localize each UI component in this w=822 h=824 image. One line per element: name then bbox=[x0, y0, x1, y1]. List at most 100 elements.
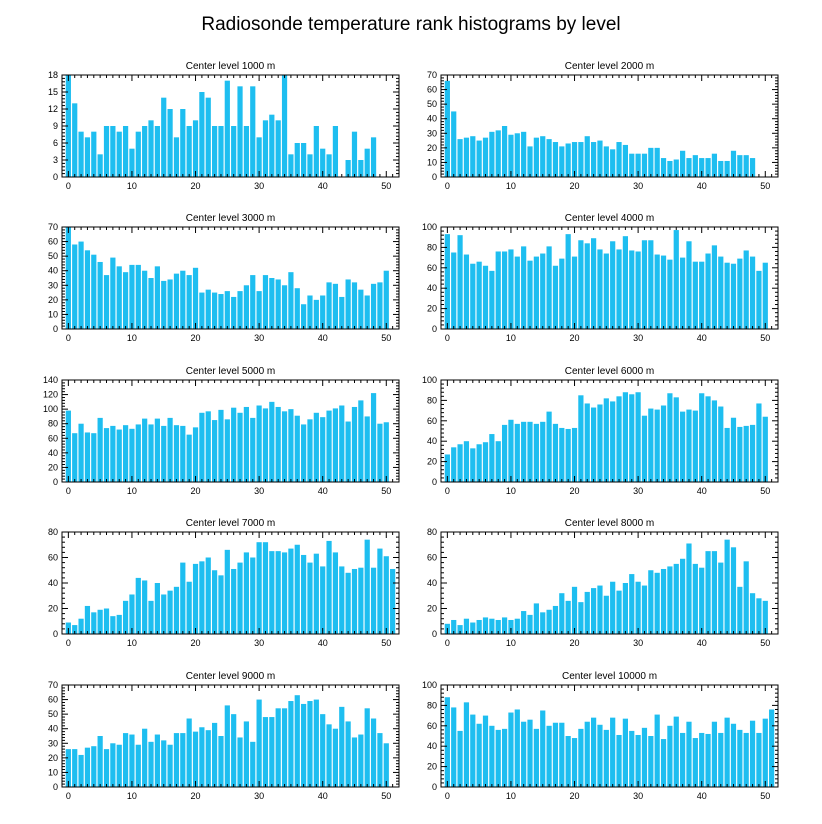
histogram-bar bbox=[148, 278, 154, 329]
histogram-bar bbox=[358, 734, 364, 787]
histogram-bar bbox=[489, 131, 495, 177]
histogram-bar bbox=[680, 150, 686, 177]
histogram-bar bbox=[584, 591, 590, 634]
x-tick-label: 0 bbox=[66, 333, 71, 343]
histogram-bar bbox=[110, 425, 116, 482]
histogram-bar bbox=[142, 418, 148, 482]
y-tick-label: 20 bbox=[48, 604, 58, 614]
histogram-bar bbox=[269, 717, 275, 787]
histogram-bar bbox=[288, 154, 294, 177]
histogram-bar bbox=[482, 442, 489, 482]
histogram-bar bbox=[237, 86, 243, 177]
y-tick-label: 3 bbox=[53, 155, 58, 165]
histogram-bar bbox=[269, 401, 275, 482]
histogram-bar bbox=[173, 733, 180, 787]
histogram-bar bbox=[680, 257, 686, 329]
histogram-bar bbox=[571, 586, 578, 634]
histogram-bar bbox=[584, 721, 590, 787]
histogram-bar bbox=[629, 574, 635, 634]
histogram-bar bbox=[699, 567, 705, 634]
histogram-bar bbox=[584, 243, 590, 329]
histogram-bar bbox=[711, 400, 718, 482]
histogram-bar bbox=[180, 109, 186, 177]
histogram-bar bbox=[116, 266, 122, 329]
histogram-bar bbox=[199, 92, 205, 177]
histogram-bar bbox=[660, 255, 667, 329]
histogram-bar bbox=[364, 539, 370, 634]
histogram-bar bbox=[540, 710, 546, 787]
histogram-bar bbox=[749, 424, 756, 482]
histogram-bar bbox=[103, 275, 110, 329]
histogram-bar bbox=[301, 143, 307, 177]
histogram-bar bbox=[546, 609, 552, 634]
histogram-bar bbox=[173, 425, 180, 482]
histogram-bar bbox=[559, 593, 565, 634]
histogram-bar bbox=[288, 548, 294, 634]
histogram-bar bbox=[231, 296, 237, 329]
y-tick-label: 20 bbox=[427, 143, 437, 153]
histogram-bar bbox=[495, 441, 501, 482]
x-tick-label: 40 bbox=[697, 181, 707, 191]
histogram-bar bbox=[313, 553, 319, 634]
histogram-bar bbox=[122, 126, 129, 177]
x-tick-label: 10 bbox=[506, 638, 516, 648]
histogram-bar bbox=[673, 230, 679, 329]
histogram-bar bbox=[231, 568, 237, 634]
histogram-bar bbox=[205, 411, 211, 482]
x-tick-label: 30 bbox=[254, 486, 264, 496]
histogram-bar bbox=[756, 732, 762, 787]
histogram-bar bbox=[521, 421, 527, 482]
histogram-bar bbox=[65, 75, 71, 177]
histogram-bar bbox=[591, 407, 597, 482]
histogram-bar bbox=[635, 581, 641, 634]
histogram-bar bbox=[167, 417, 173, 482]
x-tick-label: 20 bbox=[191, 791, 201, 801]
plot-frame bbox=[440, 379, 779, 483]
histogram-bar bbox=[597, 404, 603, 482]
y-tick-label: 0 bbox=[53, 629, 58, 639]
histogram-bar bbox=[514, 256, 520, 329]
histogram-bar bbox=[218, 126, 224, 177]
histogram-bar bbox=[730, 417, 737, 482]
histogram-bar bbox=[154, 418, 160, 482]
y-tick-label: 0 bbox=[432, 782, 437, 792]
y-tick-label: 80 bbox=[427, 527, 437, 537]
x-tick-label: 30 bbox=[633, 333, 643, 343]
histogram-bar bbox=[737, 258, 743, 329]
histogram-bar bbox=[313, 699, 319, 787]
histogram-bar bbox=[514, 133, 520, 177]
plot-frame bbox=[440, 684, 779, 788]
histogram-bar bbox=[294, 544, 300, 634]
histogram-bar bbox=[326, 724, 332, 787]
histogram-bar bbox=[148, 600, 154, 634]
y-tick-label: 60 bbox=[48, 237, 58, 247]
histogram-bar bbox=[648, 736, 654, 787]
histogram-bar bbox=[294, 288, 300, 329]
histogram-bar bbox=[559, 146, 565, 177]
histogram-bar bbox=[451, 447, 457, 482]
histogram-bar bbox=[364, 416, 370, 482]
x-tick-label: 50 bbox=[760, 486, 770, 496]
y-tick-label: 100 bbox=[43, 404, 58, 414]
histogram-bar bbox=[737, 426, 743, 482]
histogram-bar bbox=[705, 551, 711, 635]
histogram-bar bbox=[142, 728, 148, 787]
x-tick-label: 40 bbox=[697, 486, 707, 496]
histogram-bar bbox=[616, 734, 622, 787]
histogram-bar bbox=[180, 425, 186, 482]
histogram-bar bbox=[256, 137, 262, 177]
histogram-bar bbox=[72, 433, 78, 482]
histogram-bar bbox=[256, 699, 262, 787]
histogram-bar bbox=[78, 423, 84, 482]
histogram-bar bbox=[648, 408, 654, 482]
histogram-bar bbox=[680, 411, 686, 482]
histogram-panel: Center level 5000 m 0 10 20 30 40 50 0 20 40 60 80 1… bbox=[43, 366, 400, 496]
histogram-bar bbox=[444, 697, 450, 787]
histogram-bar bbox=[224, 291, 230, 329]
histogram-bar bbox=[97, 261, 103, 329]
histogram-bar bbox=[275, 708, 281, 787]
histogram-bar bbox=[65, 749, 71, 787]
histogram-bar bbox=[552, 722, 559, 787]
histogram-bar bbox=[565, 234, 571, 329]
histogram-bar bbox=[142, 270, 148, 329]
